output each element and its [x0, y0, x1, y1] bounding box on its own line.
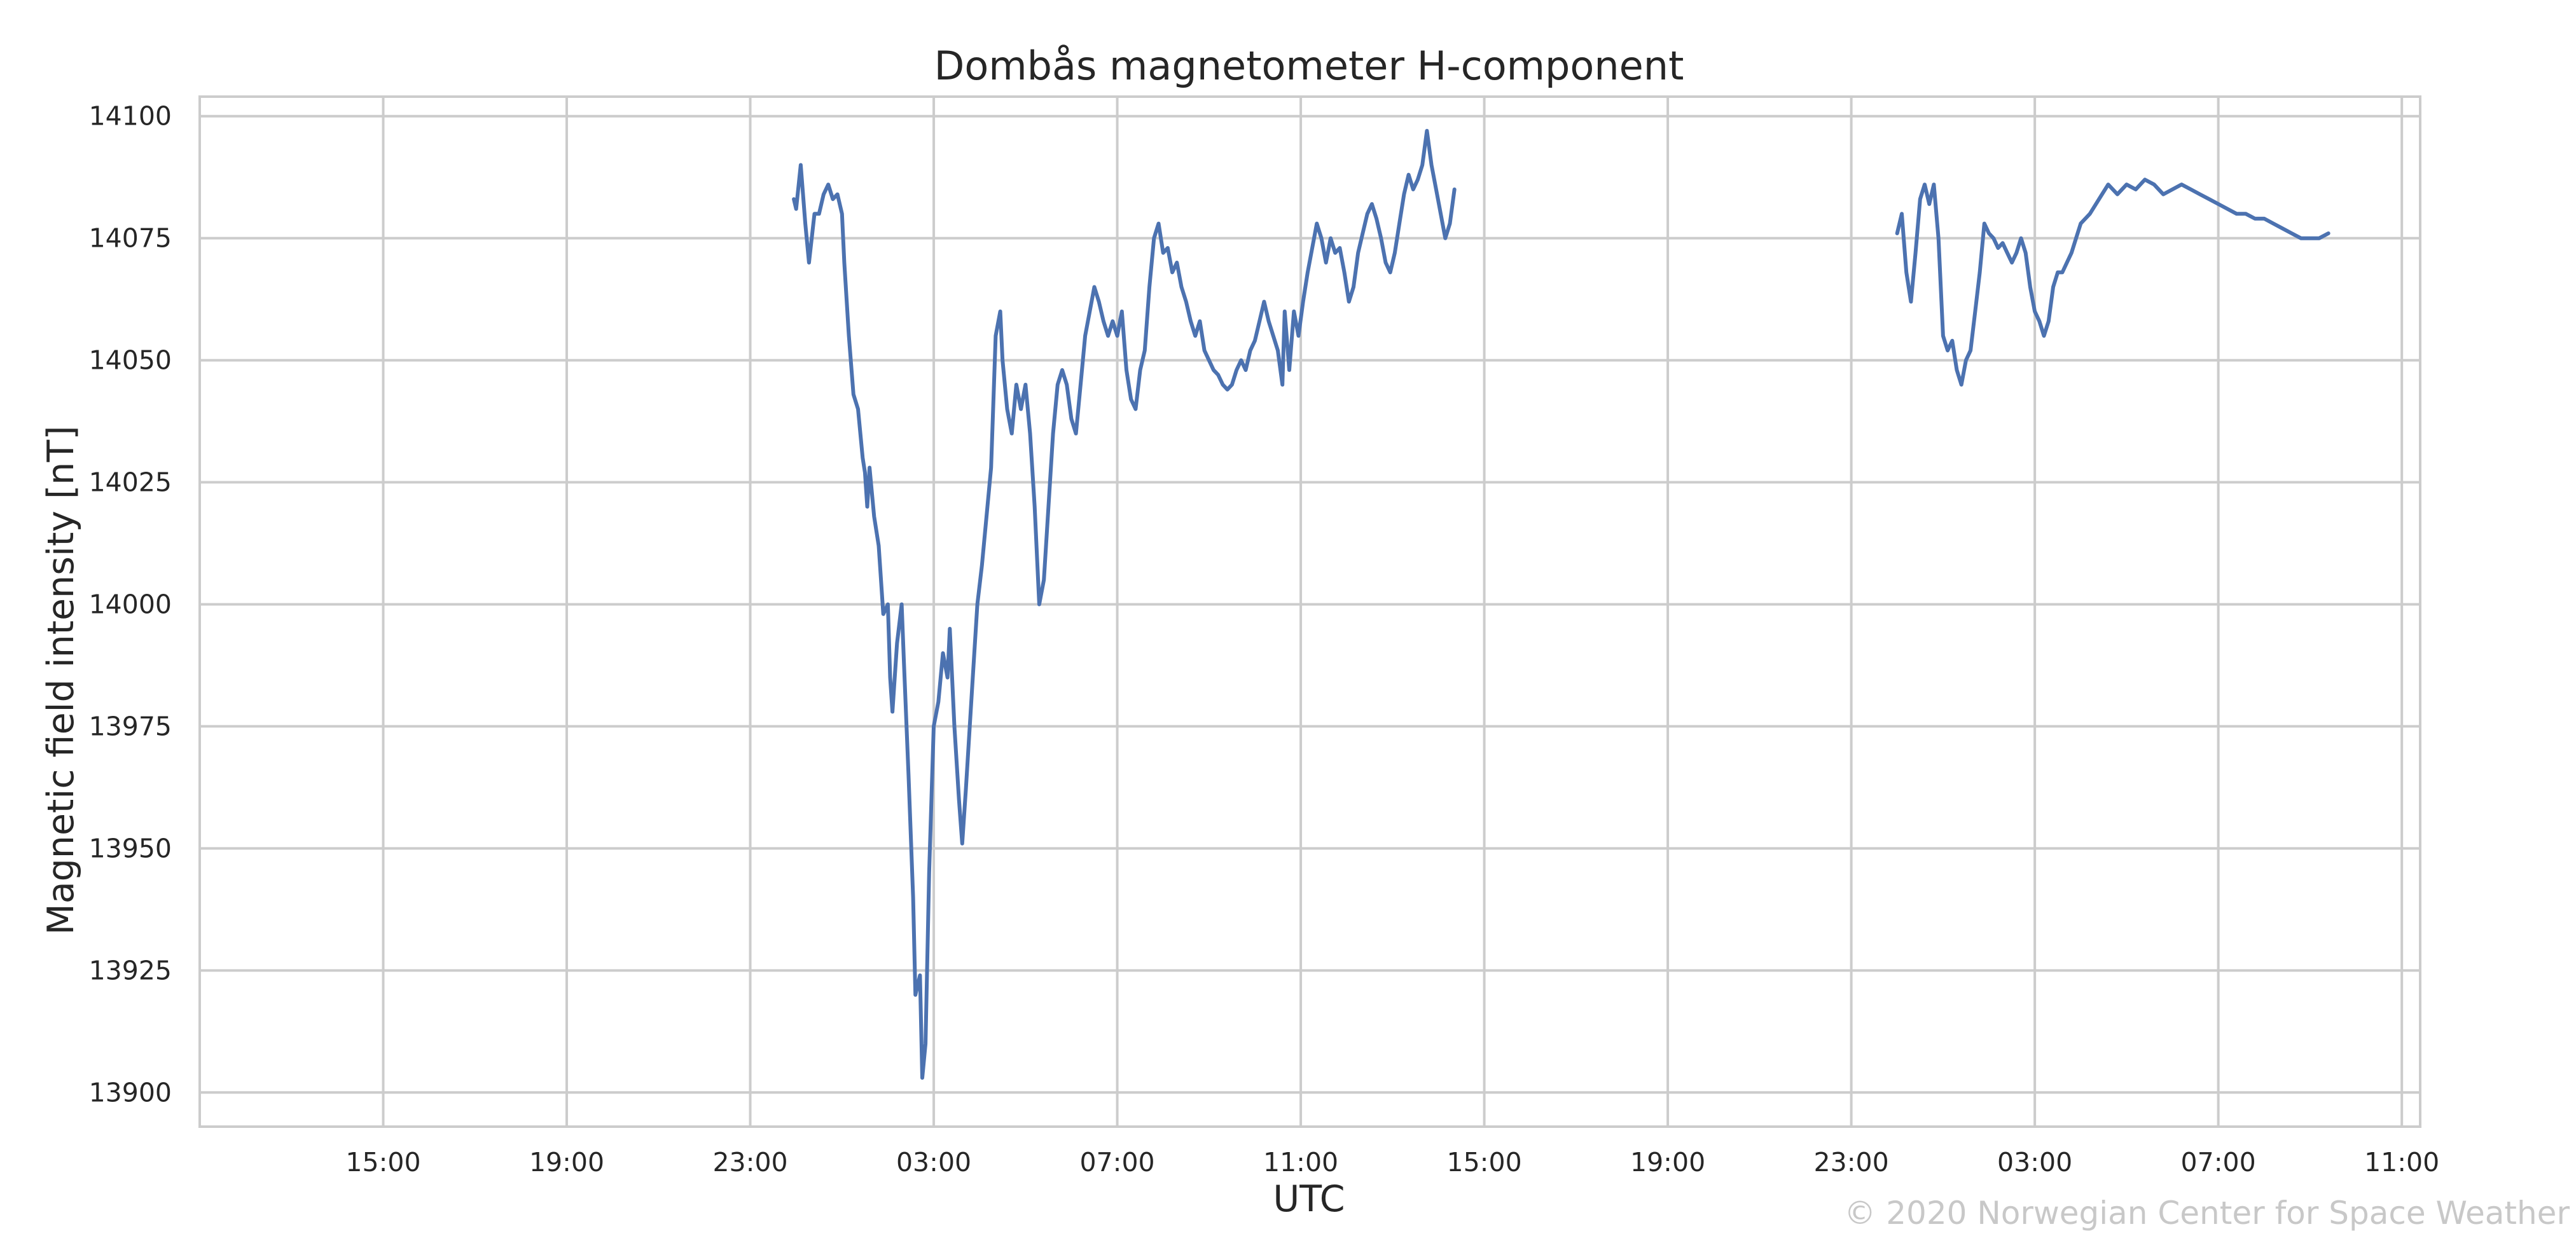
x-tick-label: 03:00 [896, 1147, 971, 1178]
y-axis-label: Magnetic field intensity [nT] [40, 426, 82, 935]
copyright-notice: © 2020 Norwegian Center for Space Weathe… [1844, 1195, 2570, 1232]
x-axis-label: UTC [1273, 1178, 1345, 1220]
series-layer [792, 128, 2330, 1080]
x-tick-label: 03:00 [1997, 1147, 2072, 1178]
y-tick-label: 14100 [89, 101, 172, 132]
x-tick-label: 15:00 [345, 1147, 420, 1178]
x-tick-label: 19:00 [1630, 1147, 1705, 1178]
h-component-series-line [1895, 177, 2330, 387]
plot-frame [198, 95, 2421, 1128]
x-tick-label: 07:00 [1079, 1147, 1154, 1178]
y-tick-label: 14075 [89, 223, 172, 254]
y-tick-label: 13900 [89, 1077, 172, 1108]
y-tick-label: 13950 [89, 833, 172, 863]
x-tick-label: 11:00 [1263, 1147, 1338, 1178]
x-tick-label: 19:00 [529, 1147, 604, 1178]
h-component-series-line [792, 128, 1457, 1080]
y-tick-label: 14000 [89, 589, 172, 619]
y-tick-label: 14050 [89, 345, 172, 376]
x-tick-label: 23:00 [1814, 1147, 1889, 1178]
x-tick-label: 11:00 [2364, 1147, 2439, 1178]
grid-lines [200, 97, 2420, 1127]
y-tick-label: 14025 [89, 467, 172, 498]
y-tick-label: 13975 [89, 711, 172, 741]
x-tick-label: 15:00 [1447, 1147, 1522, 1178]
y-tick-label: 13925 [89, 955, 172, 985]
tick-labels: 13900 13925 13950 13975 14000 14025 14050 14075… [89, 101, 2440, 1178]
chart-title: Dombås magnetometer H-component [934, 43, 1684, 89]
x-tick-label: 07:00 [2181, 1147, 2256, 1178]
x-tick-label: 23:00 [712, 1147, 787, 1178]
